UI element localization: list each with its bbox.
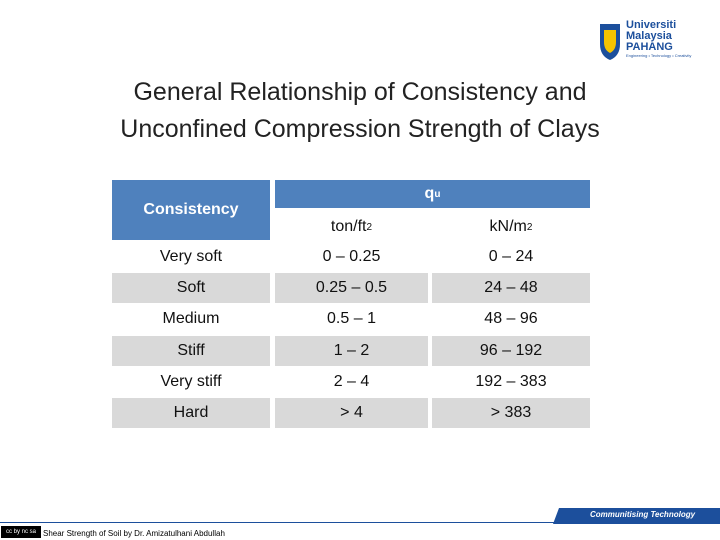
consistency-cell: Soft xyxy=(112,273,270,304)
footer-banner-text: Communitising Technology xyxy=(590,510,696,519)
footer-credit: Shear Strength of Soil by Dr. Amizatulha… xyxy=(43,529,225,538)
logo-line: Malaysia xyxy=(626,30,672,42)
range-cell: 0.25 – 0.5 xyxy=(275,273,428,304)
header-cell: Consistency xyxy=(112,180,270,240)
consistency-cell: Hard xyxy=(112,398,270,428)
logo-shield xyxy=(600,24,620,60)
consistency-cell: Very stiff xyxy=(160,372,222,390)
range-cell: 0 – 0.25 xyxy=(322,248,381,265)
range-cell: 96 – 192 xyxy=(432,335,590,366)
range-cell: > 4 xyxy=(275,398,428,428)
unit-text: ton/ft xyxy=(330,218,367,235)
consistency-cell: Medium xyxy=(162,310,220,328)
license-icon: cc by nc sa xyxy=(1,526,41,538)
logo-text: Universiti Malaysia PAHANG Engineering •… xyxy=(626,20,691,59)
logo-line: Universiti xyxy=(626,19,677,31)
header-subscript: u xyxy=(434,188,441,200)
range-cell: 2 – 4 xyxy=(333,372,370,390)
unit-sup: 2 xyxy=(526,221,533,233)
unit-cell: kN/m 2 xyxy=(432,212,590,242)
consistency-cell: Very soft xyxy=(159,248,223,265)
range-cell: 192 – 383 xyxy=(475,372,547,390)
title-line: General Relationship of Consistency and xyxy=(133,78,587,106)
logo-line: PAHANG xyxy=(626,41,673,53)
unit-sup: 2 xyxy=(366,221,373,233)
unit-cell: ton/ft 2 xyxy=(275,212,428,242)
footer-banner xyxy=(553,508,720,524)
range-cell: 1 – 2 xyxy=(275,335,428,366)
range-cell: 0.5 – 1 xyxy=(327,310,376,328)
range-cell: 0 – 24 xyxy=(488,248,534,265)
range-cell: 48 – 96 xyxy=(484,310,538,328)
consistency-cell: Stiff xyxy=(112,335,270,366)
logo-tagline: Engineering • Technology • Creativity xyxy=(626,53,692,58)
range-cell: > 383 xyxy=(432,398,590,428)
header-symbol: q xyxy=(424,185,435,202)
unit-text: kN/m xyxy=(489,218,527,235)
footer-line xyxy=(0,522,555,523)
range-cell: 24 – 48 xyxy=(432,273,590,304)
title-line: Unconfined Compression Strength of Clays xyxy=(120,115,600,143)
